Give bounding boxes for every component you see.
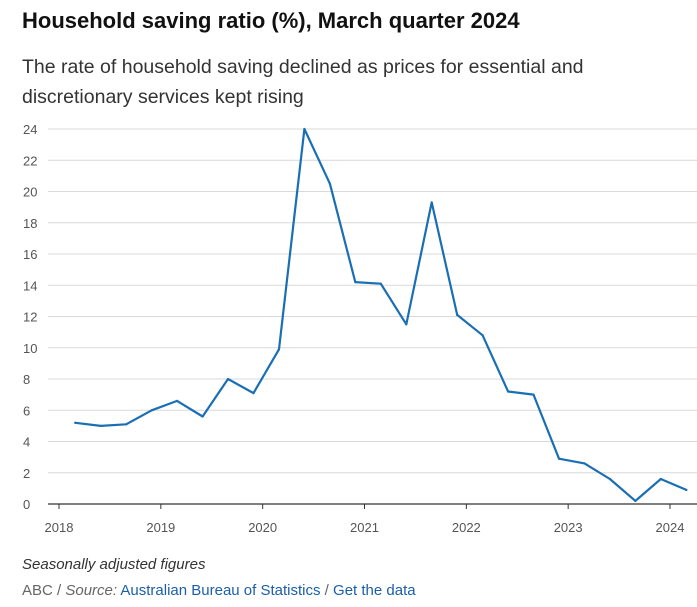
chart-title: Household saving ratio (%), March quarte… [22,8,520,33]
data-point [277,348,281,351]
data-point [125,423,128,426]
grid-lines [48,128,697,505]
x-tick-label: 2018 [45,520,74,535]
source-link[interactable]: Australian Bureau of Statistics [120,582,321,599]
data-point [176,399,179,402]
y-tick-label: 18 [23,216,37,231]
y-tick-label: 2 [23,466,30,481]
x-tick-label: 2021 [350,520,379,535]
data-point [328,182,331,185]
data-point [634,499,637,502]
data-point [201,415,204,418]
chart-subtitle: The rate of household saving declined as… [22,56,584,108]
series-line-0 [74,127,688,502]
data-point [99,424,102,427]
data-point [583,462,586,465]
source-line: ABC / Source: Australian Bureau of Stati… [22,582,416,599]
data-point [506,390,510,393]
data-point [405,323,408,326]
y-tick-label: 8 [23,372,30,387]
y-tick-label: 14 [23,278,37,293]
data-point [252,391,255,395]
x-tick-label: 2023 [554,520,583,535]
data-point [557,457,561,460]
y-tick-label: 10 [23,341,37,356]
data-point [430,201,433,204]
x-tick-label: 2024 [656,520,685,535]
y-tick-label: 12 [23,310,37,325]
source-separator: / [320,582,334,599]
x-tick-label: 2019 [146,520,175,535]
chart-note: Seasonally adjusted figures [22,556,206,573]
y-tick-label: 4 [23,435,30,450]
data-point [354,281,357,284]
y-tick-label: 24 [23,122,37,137]
data-point [150,409,153,412]
data-point [226,377,230,381]
data-point [74,421,77,424]
data-point [608,477,612,481]
data-point [481,334,484,337]
data-point [456,313,459,317]
y-tick-label: 20 [23,185,37,200]
y-tick-label: 0 [23,497,30,512]
get-the-data-link[interactable]: Get the data [333,582,416,599]
source-label: Source: [65,582,118,599]
x-tick-label: 2020 [248,520,277,535]
y-tick-label: 16 [23,247,37,262]
data-point [685,488,688,492]
x-axis-ticks: 2018 2019 2020 2021 2022 2023 2024 [45,504,685,535]
x-tick-label: 2022 [452,520,481,535]
data-point [379,282,382,285]
data-point [303,127,306,131]
source-prefix: ABC / [22,582,66,599]
y-tick-label: 6 [23,403,30,418]
series-layer [74,127,688,502]
y-tick-label: 22 [23,153,37,168]
data-point [659,477,662,481]
data-point [532,393,535,396]
